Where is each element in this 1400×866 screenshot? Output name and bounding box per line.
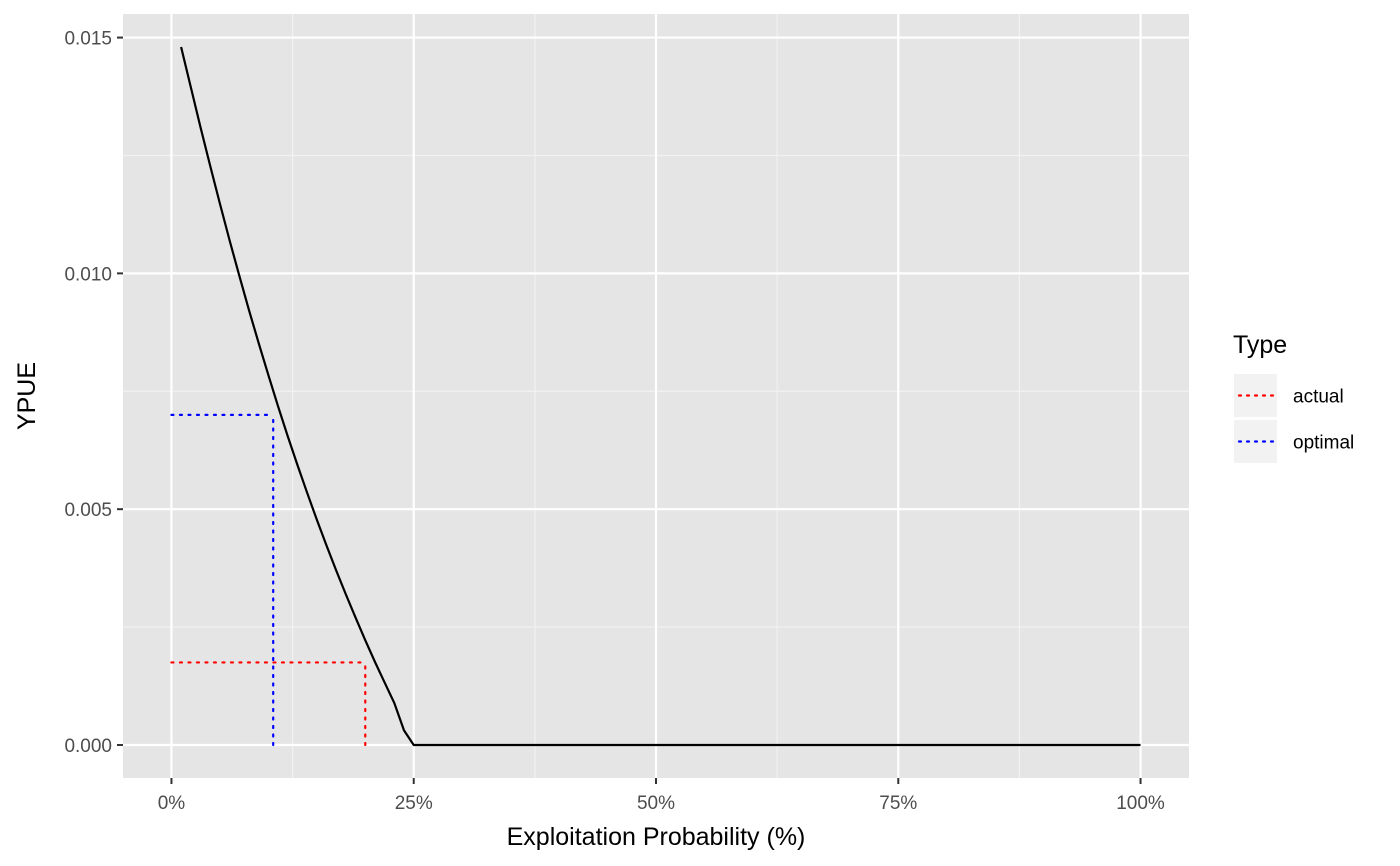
- x-axis-title: Exploitation Probability (%): [507, 823, 806, 851]
- legend: Type actual optimal: [1233, 331, 1354, 463]
- legend-label-optimal: optimal: [1293, 433, 1354, 454]
- legend-title: Type: [1233, 331, 1287, 359]
- y-tick-label: 0.000: [64, 736, 112, 757]
- x-tick-label: 50%: [637, 793, 675, 814]
- axes: 0% 25% 50% 75% 100% 0.000 0.005 0.010 0.015: [64, 29, 1164, 814]
- y-tick-label: 0.015: [64, 29, 112, 50]
- x-tick-label: 75%: [879, 793, 917, 814]
- ypue-curve: [180, 46, 1141, 747]
- y-axis-title: YPUE: [13, 362, 41, 430]
- legend-entries: actual optimal: [1234, 374, 1354, 463]
- x-tick-label: 0%: [158, 793, 186, 814]
- x-tick-label: 100%: [1116, 793, 1165, 814]
- y-tick-label: 0.010: [64, 264, 112, 285]
- legend-label-actual: actual: [1293, 387, 1344, 408]
- reference-lines: [170, 413, 367, 747]
- y-tick-label: 0.005: [64, 500, 112, 521]
- x-tick-label: 25%: [395, 793, 433, 814]
- curve-layer: [180, 46, 1141, 747]
- grid-major: [123, 14, 1189, 778]
